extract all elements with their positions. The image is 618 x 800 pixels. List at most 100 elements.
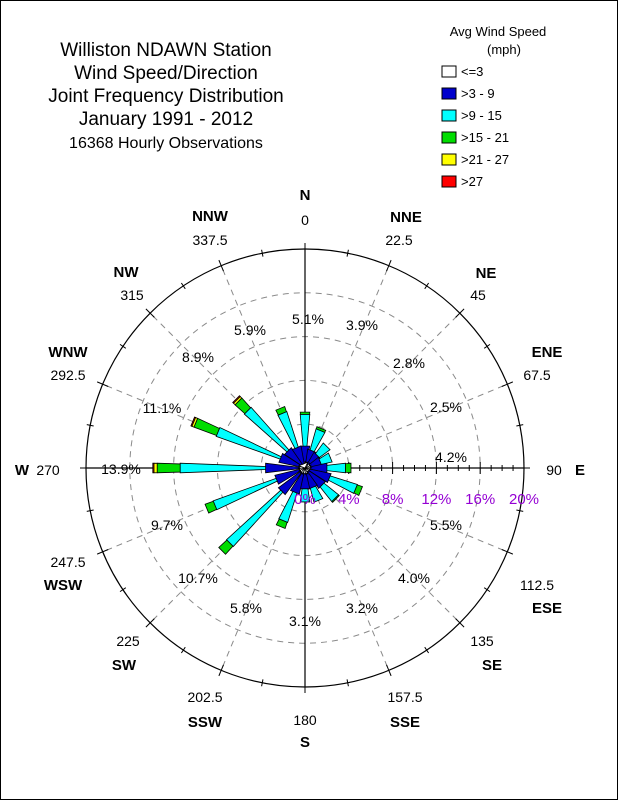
pct-label-ssw: 5.8%: [230, 600, 262, 616]
legend-label-5: >27: [461, 174, 483, 189]
bar-sw-seg-3: [218, 539, 234, 555]
spoke-ne: [304, 312, 461, 469]
bar-nnw-seg-2: [277, 410, 299, 449]
legend-label-4: >21 - 27: [461, 152, 509, 167]
scale-label-4: 16%: [465, 491, 495, 508]
bar-n-seg-3: [299, 411, 311, 415]
outer-tick: [119, 343, 127, 349]
title-line-4: January 1991 - 2012: [79, 109, 253, 130]
dir-deg-ne: 45: [470, 287, 486, 303]
bar-se-seg-3: [331, 494, 340, 503]
legend-swatch-0: [441, 65, 457, 78]
bar-sw-seg-2: [225, 489, 284, 548]
outer-tick: [86, 424, 94, 427]
outer-tick: [386, 259, 392, 272]
scale-label-1: 4%: [338, 491, 360, 508]
outer-tick: [455, 618, 465, 628]
outer-tick: [424, 646, 430, 654]
pct-label-sw: 10.7%: [178, 570, 218, 586]
bar-wnw-seg-2: [215, 426, 282, 460]
title-line-3: Joint Frequency Distribution: [48, 86, 284, 107]
bar-n-seg-2: [299, 413, 311, 447]
outer-tick: [145, 308, 155, 318]
dir-abbr-sw: SW: [112, 657, 137, 674]
chart-title: Williston NDAWN Station Wind Speed/Direc…: [48, 40, 284, 152]
dir-deg-nw: 315: [120, 287, 144, 303]
pct-label-nne: 3.9%: [346, 317, 378, 333]
scale-label-2: 8%: [382, 491, 404, 508]
bar-w-seg-5: [152, 462, 155, 474]
outer-tick: [96, 549, 109, 555]
dir-deg-e: 90: [546, 462, 562, 478]
outer-tick: [261, 249, 264, 257]
bar-w-seg-4: [153, 462, 158, 474]
bar-ese-seg-2: [327, 475, 358, 494]
dir-abbr-e: E: [575, 462, 585, 479]
pct-label-e: 4.2%: [435, 449, 467, 465]
outer-tick: [218, 664, 224, 677]
outer-tick: [424, 282, 430, 290]
scale-label-0: 0%: [294, 491, 316, 508]
outer-tick: [346, 679, 349, 687]
dir-abbr-ssw: SSW: [188, 714, 223, 731]
pct-label-nw: 8.9%: [182, 349, 214, 365]
outer-tick: [346, 249, 349, 257]
outer-tick: [180, 646, 186, 654]
pct-label-ene: 2.5%: [430, 399, 462, 415]
dir-deg-n: 0: [301, 212, 309, 228]
outer-tick: [455, 308, 465, 318]
outer-tick: [516, 509, 524, 512]
dir-deg-nne: 22.5: [385, 232, 412, 248]
bar-sse-seg-2: [309, 485, 324, 503]
bar-wnw-seg-5: [190, 416, 197, 427]
outer-tick: [501, 381, 514, 387]
spoke-sse: [304, 467, 390, 671]
legend-swatch-2: [441, 109, 457, 122]
scale-labels: 0% 4% 8% 12% 16% 20%: [294, 491, 539, 508]
wind-bars: [152, 395, 364, 555]
legend-label-2: >9 - 15: [461, 108, 502, 123]
outer-tick: [119, 587, 127, 593]
pct-label-nnw: 5.9%: [234, 322, 266, 338]
pct-label-w: 13.9%: [101, 461, 141, 477]
bar-e-seg-3: [345, 462, 352, 474]
outer-tick: [218, 259, 224, 272]
title-line-5: 16368 Hourly Observations: [69, 135, 263, 152]
pct-label-wnw: 11.1%: [143, 400, 182, 416]
bar-wsw-seg-3: [204, 500, 218, 514]
dir-deg-wsw: 247.5: [50, 554, 85, 570]
legend: Avg Wind Speed (mph) <=3 >3 - 9 >9 - 15 >15…: [441, 24, 547, 189]
spoke-ene: [304, 383, 508, 469]
dir-deg-sse: 157.5: [387, 689, 422, 705]
bar-ene-seg-2: [318, 452, 333, 465]
axis-ticks: [80, 243, 530, 693]
outer-tick: [145, 618, 155, 628]
bar-nnw-seg-3: [275, 405, 287, 416]
legend-title-line-1: Avg Wind Speed: [450, 24, 547, 39]
bar-ese-seg-3: [353, 484, 364, 497]
bar-nw-seg-5: [232, 395, 241, 404]
dir-deg-se: 135: [470, 633, 494, 649]
bar-ssw-seg-2: [278, 490, 298, 523]
outer-tick: [516, 424, 524, 427]
scale-label-3: 12%: [421, 491, 451, 508]
legend-swatch-4: [441, 153, 457, 166]
dir-abbr-se: SE: [482, 657, 502, 674]
dir-deg-ene: 67.5: [523, 367, 550, 383]
outer-tick: [483, 587, 491, 593]
dir-abbr-nnw: NNW: [192, 208, 229, 225]
pct-label-wsw: 9.7%: [151, 517, 183, 533]
direction-labels: N 0 NNE 22.5 NE 45 ENE 67.5 E 90 ESE 112.5 SE 135 SSE 1…: [15, 187, 585, 751]
pct-label-se: 4.0%: [398, 570, 430, 586]
bar-ssw-seg-3: [275, 518, 288, 530]
bar-s-seg-2: [299, 488, 311, 503]
scale-label-5: 20%: [509, 491, 539, 508]
dir-abbr-nne: NNE: [390, 209, 422, 226]
bar-e-seg-2: [326, 462, 346, 474]
dir-abbr-ene: ENE: [532, 344, 563, 361]
dir-deg-sw: 225: [116, 633, 140, 649]
pct-label-n: 5.1%: [292, 311, 324, 327]
bar-w-seg-3: [156, 462, 181, 474]
dir-abbr-sse: SSE: [390, 714, 420, 731]
outer-tick: [501, 549, 514, 555]
